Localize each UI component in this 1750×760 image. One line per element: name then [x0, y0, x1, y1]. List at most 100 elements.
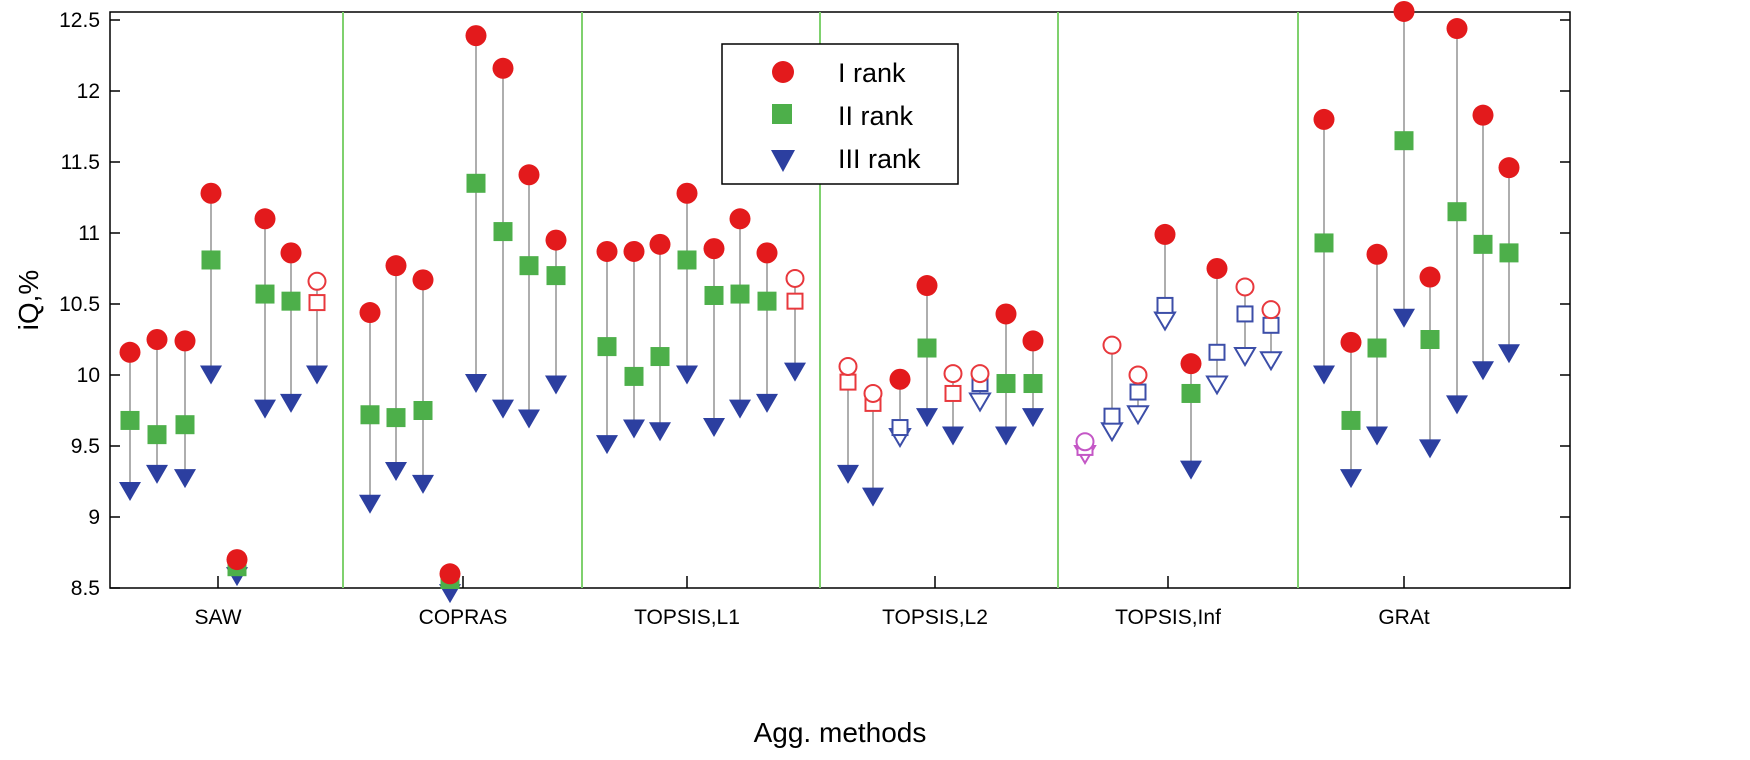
rank2-marker [1420, 330, 1440, 349]
y-tick-label: 12.5 [59, 9, 100, 32]
rank3-marker [729, 399, 751, 419]
rank1-marker [307, 271, 327, 291]
rank2-marker [1129, 383, 1147, 401]
rank1-marker [863, 383, 883, 403]
rank2-marker [1181, 383, 1201, 403]
rank3-marker [254, 399, 276, 419]
rank2-marker [546, 266, 566, 286]
rank2-marker [147, 425, 167, 445]
rank3-marker [1446, 395, 1468, 415]
rank1-marker [1235, 277, 1255, 297]
rank3-marker [200, 365, 222, 385]
rank3-marker [280, 393, 302, 413]
rank1-marker [838, 356, 858, 376]
rank1-marker [649, 233, 671, 255]
rank2-marker [891, 419, 909, 437]
x-axis-title: Agg. methods [754, 717, 927, 748]
rank1-marker [970, 364, 990, 384]
rank2-marker [704, 285, 724, 305]
rank2-marker [650, 347, 670, 367]
rank2-marker [677, 250, 697, 270]
rank2-marker [466, 173, 486, 193]
rank1-marker [1498, 157, 1520, 179]
plot-frame [109, 11, 1571, 589]
rank2-marker [597, 337, 617, 357]
rank1-marker [492, 57, 514, 79]
rank3-marker [146, 464, 168, 484]
rank1-marker [785, 268, 805, 288]
y-tick-label: 11 [78, 222, 100, 245]
rank3-marker [1498, 344, 1520, 364]
rank1-marker [465, 25, 487, 47]
rank2-marker [1447, 202, 1467, 222]
y-tick-label: 10.5 [59, 293, 100, 316]
legend-label-rank2: II rank [838, 101, 914, 131]
rank3-marker [1153, 311, 1177, 332]
rank3-marker [623, 419, 645, 439]
rank1-marker [1340, 331, 1362, 353]
rank2-marker [1367, 338, 1387, 358]
rank3-marker [306, 365, 328, 385]
rank2-marker [1156, 296, 1174, 314]
rank3-marker [1180, 460, 1202, 480]
rank2-marker [519, 256, 539, 276]
rank3-marker [1259, 351, 1283, 372]
rank1-marker [226, 549, 248, 571]
rank3-marker [1340, 469, 1362, 489]
rank3-marker [649, 422, 671, 442]
rank2-marker [996, 374, 1016, 394]
rank2-marker [757, 291, 777, 311]
rank3-marker [862, 487, 884, 507]
rank1-marker [385, 255, 407, 277]
rank2-marker [281, 291, 301, 311]
rank3-marker [703, 418, 725, 438]
rank3-marker [545, 375, 567, 395]
y-axis-title: iQ,% [13, 270, 44, 331]
rank1-marker [703, 238, 725, 260]
rank1-marker [1022, 330, 1044, 352]
rank1-marker [623, 240, 645, 262]
rank3-marker [1233, 347, 1257, 368]
rank1-marker [916, 275, 938, 297]
y-tick-label: 9.5 [71, 435, 100, 458]
y-tick-label: 8.5 [71, 577, 100, 600]
x-tick-label: TOPSIS,L2 [882, 606, 988, 629]
rank1-marker [280, 242, 302, 264]
rank3-marker [837, 464, 859, 484]
rank3-marker [1022, 408, 1044, 428]
rank2-marker [175, 415, 195, 435]
rank2-marker [493, 222, 513, 242]
rank3-marker [359, 494, 381, 514]
rank3-marker [676, 365, 698, 385]
legend-box [721, 43, 959, 185]
rank2-marker [1103, 407, 1121, 425]
rank3-marker [995, 426, 1017, 446]
rank2-marker [386, 408, 406, 428]
rank3-marker [1313, 365, 1335, 385]
rank2-marker [1236, 305, 1254, 323]
rank1-marker [889, 368, 911, 390]
rank1-marker [412, 269, 434, 291]
rank2-marker [1341, 410, 1361, 430]
rank1-marker [1128, 365, 1148, 385]
rank1-marker [119, 341, 141, 363]
rank1-marker [359, 302, 381, 324]
rank3-marker [174, 469, 196, 489]
rank2-marker [786, 292, 804, 310]
rank1-marker [1393, 0, 1415, 22]
rank2-marker [839, 373, 857, 391]
rank3-marker [412, 474, 434, 494]
rank3-marker [1205, 375, 1229, 396]
rank1-marker [1446, 18, 1468, 40]
rank3-marker [1419, 439, 1441, 459]
rank2-marker [917, 338, 937, 358]
rank2-marker [360, 405, 380, 425]
rank3-marker [596, 435, 618, 455]
markers [119, 0, 1520, 604]
rank1-marker [200, 182, 222, 204]
rank3-marker [784, 362, 806, 382]
rank3-marker [465, 374, 487, 394]
rank3-marker [1472, 361, 1494, 381]
rank2-marker [1394, 131, 1414, 151]
